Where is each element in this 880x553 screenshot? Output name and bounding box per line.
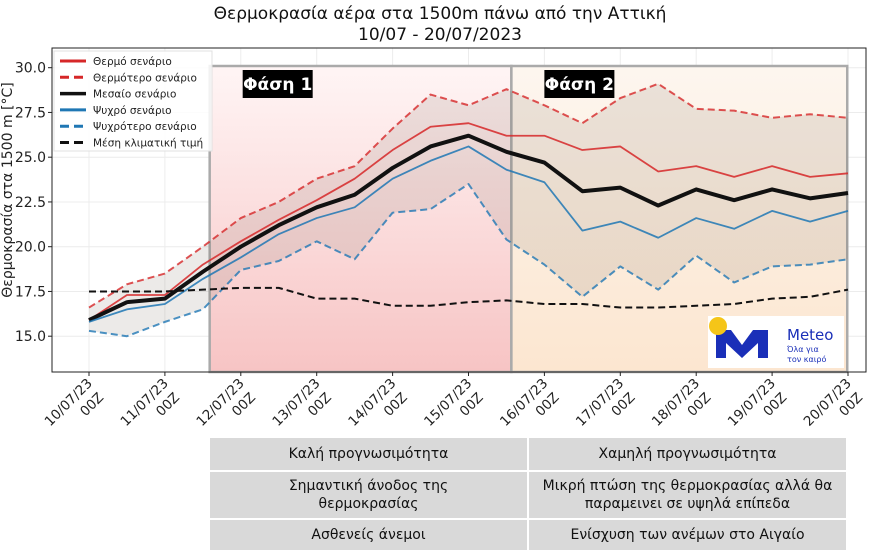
table-cell: Μικρή πτώση της θερμοκρασίας αλλά θα παρ…: [527, 470, 848, 520]
y-tick-label: 20.0: [15, 240, 46, 256]
logo-name: Meteo: [787, 326, 833, 344]
axes-frame: [51, 47, 867, 373]
phase-1-label: Φάση 1: [243, 75, 312, 95]
y-tick-label: 30.0: [15, 61, 46, 77]
chart-title: Θερμοκρασία αέρα στα 1500m πάνω από την …: [213, 4, 667, 24]
table-cell: Ενίσχυση των ανέμων στο Αιγαίο: [527, 518, 848, 552]
legend-label: Μέση κλιματική τιμή: [93, 138, 203, 150]
logo-tagline: τον καιρό: [787, 354, 826, 364]
legend-label: Θερμότερο σενάριο: [93, 72, 197, 84]
series-line-0: [88, 122, 849, 321]
logo-m-icon: [716, 330, 768, 358]
table-row: Σημαντική άνοδος της θερμοκρασίας Μικρή …: [208, 470, 848, 520]
y-tick-label: 17.5: [15, 284, 46, 300]
series-line-4: [88, 183, 849, 338]
chart-subtitle: 10/07 - 20/07/2023: [358, 25, 522, 45]
phase-label-box: [242, 70, 313, 98]
legend: Θερμό σενάριο Θερμότερο σενάριο Μεσαίο σεν…: [53, 50, 213, 152]
legend-label: Ψυχρότερο σενάριο: [93, 121, 197, 133]
phase-1-region: [208, 64, 513, 374]
legend-box: [53, 50, 213, 152]
table-cell: Ασθενείς άνεμοι: [208, 518, 529, 552]
table-row: Ασθενείς άνεμοι Ενίσχυση των ανέμων στο …: [208, 518, 848, 552]
series-line-3: [88, 145, 849, 323]
uncertainty-band: [89, 83, 848, 337]
table-cell: Καλή προγνωσιμότητα: [208, 436, 529, 472]
y-tick-label: 22.5: [15, 195, 46, 211]
y-tick-label: 27.5: [15, 105, 46, 121]
series-line-1: [88, 82, 849, 309]
plot-area: Φάση 1 Φάση 2 15.0 17.5 20.0 22.5 25.0 27.5 30.0…: [0, 47, 867, 430]
series-line-2: [88, 133, 849, 322]
y-tick-label: 15.0: [15, 329, 46, 345]
phase-label-box: [544, 70, 615, 98]
legend-label: Θερμό σενάριο: [93, 56, 172, 68]
table-row: Καλή προγνωσιμότητα Χαμηλή προγνωσιμότητ…: [208, 436, 848, 472]
phase-2-label: Φάση 2: [545, 75, 614, 95]
logo-tagline: Όλα για: [786, 344, 819, 354]
table-cell: Χαμηλή προγνωσιμότητα: [527, 436, 848, 472]
phase-table: Καλή προγνωσιμότητα Χαμηλή προγνωσιμότητ…: [208, 436, 848, 552]
y-axis-label: Θερμοκρασία στα 1500 m [°C]: [0, 82, 16, 297]
legend-label: Μεσαίο σενάριο: [93, 89, 176, 101]
table-cell: Σημαντική άνοδος της θερμοκρασίας: [208, 470, 529, 520]
logo-sun-icon: [709, 317, 727, 335]
legend-label: Ψυχρό σενάριο: [93, 105, 172, 117]
series-line-5: [89, 286, 849, 309]
y-tick-label: 25.0: [15, 150, 46, 166]
